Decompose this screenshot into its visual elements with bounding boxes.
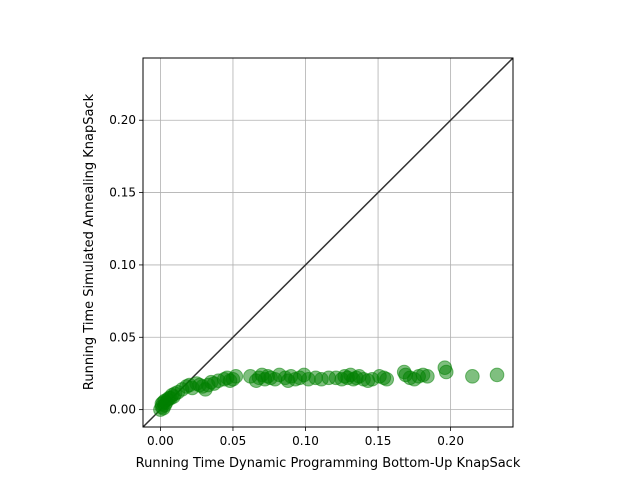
y-tick-label: 0.15 xyxy=(109,186,136,200)
scatter-point xyxy=(379,371,395,387)
x-axis-label: Running Time Dynamic Programming Bottom-… xyxy=(136,456,521,471)
x-tick-label: 0.00 xyxy=(147,434,174,448)
data-points xyxy=(153,360,505,417)
x-axis-ticks: 0.00 0.05 0.10 0.15 0.20 xyxy=(147,427,464,448)
y-axis-ticks: 0.00 0.05 0.10 0.15 0.20 xyxy=(109,113,143,417)
scatter-point xyxy=(438,364,454,380)
plot-frame xyxy=(142,57,514,428)
y-tick-label: 0.20 xyxy=(109,113,136,127)
x-tick-label: 0.05 xyxy=(220,434,247,448)
scatter-point xyxy=(489,367,505,383)
scatter-point xyxy=(465,369,480,384)
y-tick-label: 0.00 xyxy=(109,403,136,417)
scatter-point xyxy=(420,369,435,384)
x-tick-label: 0.15 xyxy=(365,434,392,448)
reference-line xyxy=(142,57,514,428)
scatter-point xyxy=(228,369,244,384)
x-tick-label: 0.10 xyxy=(292,434,319,448)
y-tick-label: 0.10 xyxy=(109,258,136,272)
y-tick-label: 0.05 xyxy=(109,330,136,344)
x-tick-label: 0.20 xyxy=(437,434,464,448)
reference-line-layer xyxy=(142,57,514,428)
y-axis-label: Running Time Simulated Annealing KnapSac… xyxy=(82,93,97,390)
